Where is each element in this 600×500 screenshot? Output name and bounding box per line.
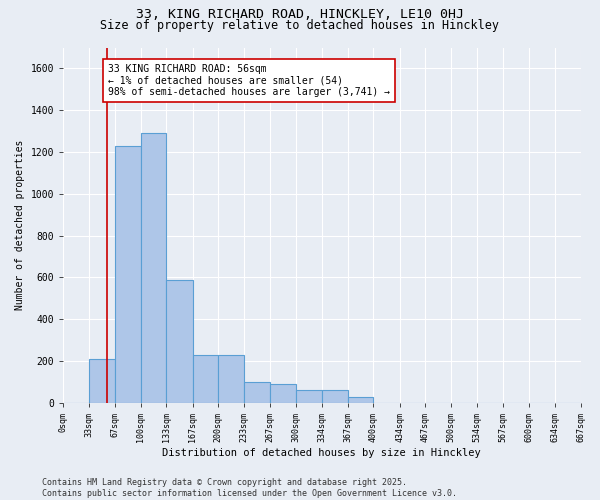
Bar — [193, 355, 218, 403]
Bar — [270, 384, 296, 403]
Bar — [322, 390, 348, 403]
Bar — [348, 396, 373, 403]
Text: Contains HM Land Registry data © Crown copyright and database right 2025.
Contai: Contains HM Land Registry data © Crown c… — [42, 478, 457, 498]
Text: 33 KING RICHARD ROAD: 56sqm
← 1% of detached houses are smaller (54)
98% of semi: 33 KING RICHARD ROAD: 56sqm ← 1% of deta… — [108, 64, 390, 98]
Bar — [296, 390, 322, 403]
Bar — [89, 359, 115, 403]
Bar — [140, 133, 166, 403]
X-axis label: Distribution of detached houses by size in Hinckley: Distribution of detached houses by size … — [163, 448, 481, 458]
Y-axis label: Number of detached properties: Number of detached properties — [15, 140, 25, 310]
Bar — [115, 146, 140, 403]
Bar — [244, 382, 270, 403]
Text: 33, KING RICHARD ROAD, HINCKLEY, LE10 0HJ: 33, KING RICHARD ROAD, HINCKLEY, LE10 0H… — [136, 8, 464, 21]
Bar — [166, 280, 193, 403]
Bar — [218, 355, 244, 403]
Text: Size of property relative to detached houses in Hinckley: Size of property relative to detached ho… — [101, 18, 499, 32]
